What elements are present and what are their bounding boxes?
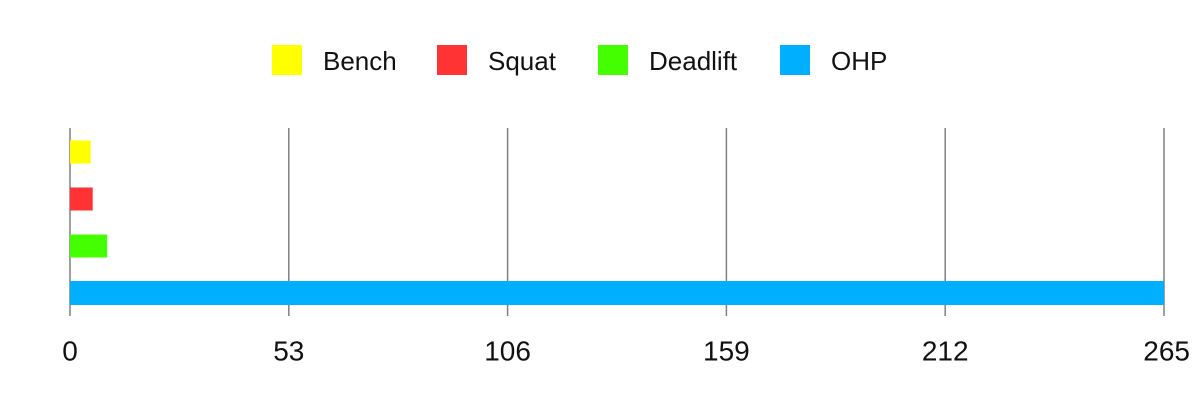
legend-swatch-deadlift xyxy=(598,45,628,75)
legend-swatch-ohp xyxy=(780,45,810,75)
x-tick-label-3: 159 xyxy=(703,335,750,366)
legend-label-ohp: OHP xyxy=(831,46,887,76)
x-tick-label-5: 265 xyxy=(1143,335,1190,366)
bar-squat xyxy=(70,187,93,211)
legend-label-deadlift: Deadlift xyxy=(649,46,738,76)
x-tick-label-2: 106 xyxy=(484,335,531,366)
legend-label-squat: Squat xyxy=(488,46,557,76)
legend-swatch-bench xyxy=(272,45,302,75)
x-tick-label-0: 0 xyxy=(62,335,78,366)
legend: Bench Squat Deadlift OHP xyxy=(272,45,887,76)
x-tick-label-4: 212 xyxy=(922,335,969,366)
bar-deadlift xyxy=(70,234,108,258)
bars xyxy=(70,140,1164,305)
bar-ohp xyxy=(70,281,1164,305)
legend-label-bench: Bench xyxy=(323,46,397,76)
x-tick-label-1: 53 xyxy=(273,335,304,366)
bar-bench xyxy=(70,140,91,164)
legend-swatch-squat xyxy=(437,45,467,75)
x-axis-ticks: 0 53 106 159 212 265 xyxy=(62,335,1190,366)
